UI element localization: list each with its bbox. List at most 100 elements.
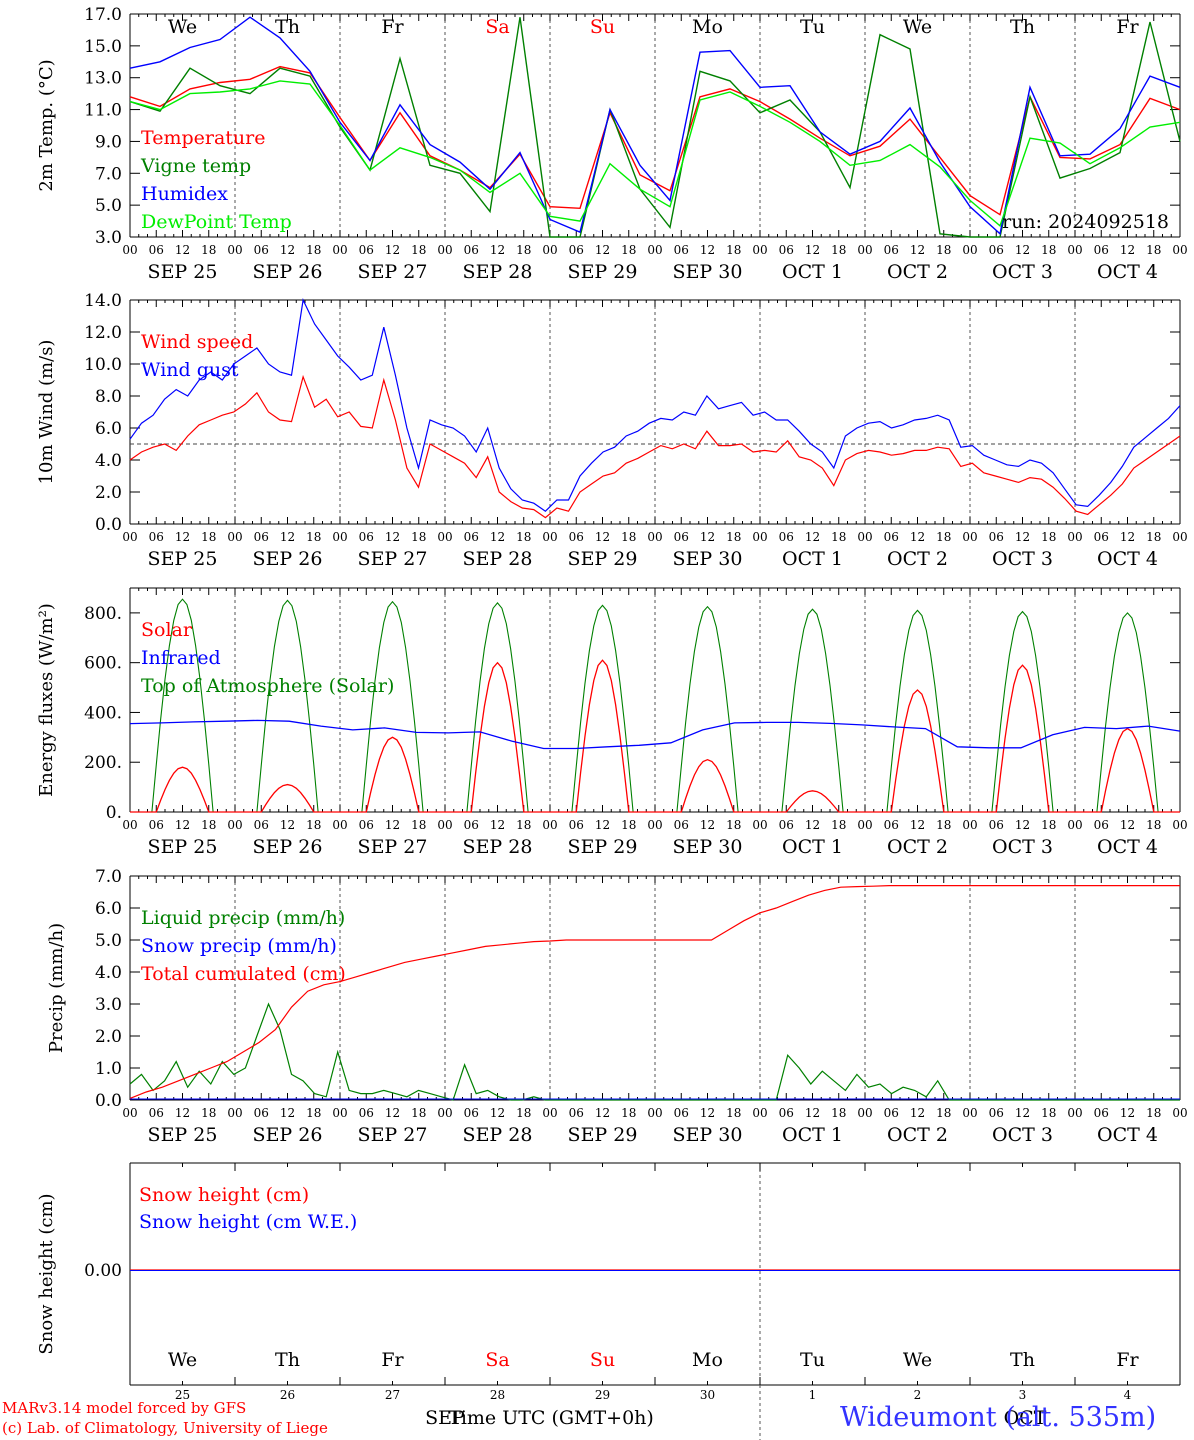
precip-panel-hour-tick-label: 00 bbox=[752, 1106, 767, 1120]
temp-panel-date-label: OCT 3 bbox=[992, 261, 1053, 283]
energy-panel-hour-tick-label: 18 bbox=[1146, 818, 1161, 832]
wind-panel-hour-tick-label: 18 bbox=[411, 530, 426, 544]
snow-panel-day-name-label: Th bbox=[275, 1349, 300, 1371]
temp-panel-hour-tick-label: 06 bbox=[569, 243, 584, 257]
temp-panel-day-name-label: Su bbox=[590, 16, 615, 38]
wind-panel-hour-tick-label: 06 bbox=[359, 530, 374, 544]
energy-panel-hour-tick-label: 18 bbox=[306, 818, 321, 832]
wind-panel-y-tick-label: 2.0 bbox=[95, 483, 122, 503]
wind-panel-y-tick-label: 0.0 bbox=[95, 515, 122, 535]
temp-panel-legend-humidex: Humidex bbox=[141, 183, 228, 205]
solar-series bbox=[760, 790, 865, 813]
precip-panel-hour-tick-label: 12 bbox=[385, 1106, 400, 1120]
precip-panel-y-tick-label: 3.0 bbox=[95, 995, 122, 1015]
temp-panel-hour-tick-label: 18 bbox=[726, 243, 741, 257]
credit-line-1: MARv3.14 model forced by GFS bbox=[2, 1399, 247, 1417]
precip-panel-date-label: SEP 28 bbox=[463, 1124, 533, 1146]
precip-panel-hour-tick-label: 00 bbox=[332, 1106, 347, 1120]
precip-series-liquid-precip-mm-h- bbox=[129, 1002, 1180, 1101]
wind-panel-hour-tick-label: 12 bbox=[805, 530, 820, 544]
snow-panel-day-name-label: We bbox=[168, 1349, 197, 1371]
wind-panel-hour-tick-label: 18 bbox=[726, 530, 741, 544]
wind-panel-hour-tick-label: 18 bbox=[306, 530, 321, 544]
wind-panel-hour-tick-label: 18 bbox=[201, 530, 216, 544]
temp-panel-hour-tick-label: 00 bbox=[437, 243, 452, 257]
wind-panel-hour-tick-label: 06 bbox=[884, 530, 899, 544]
wind-panel-hour-tick-label: 00 bbox=[542, 530, 557, 544]
solar-series bbox=[235, 783, 340, 813]
temp-panel-hour-tick-label: 18 bbox=[306, 243, 321, 257]
energy-panel-hour-tick-label: 18 bbox=[1041, 818, 1056, 832]
temp-panel-hour-tick-label: 06 bbox=[1094, 243, 1109, 257]
energy-panel-hour-tick-label: 00 bbox=[122, 818, 137, 832]
snow-panel-day-number: 26 bbox=[280, 1388, 295, 1402]
credit-line-2: (c) Lab. of Climatology, University of L… bbox=[2, 1419, 328, 1437]
energy-panel-hour-tick-label: 06 bbox=[989, 818, 1004, 832]
precip-panel-hour-tick-label: 06 bbox=[464, 1106, 479, 1120]
wind-panel-hour-tick-label: 12 bbox=[385, 530, 400, 544]
energy-panel-hour-tick-label: 00 bbox=[437, 818, 452, 832]
energy-panel-hour-tick-label: 06 bbox=[359, 818, 374, 832]
energy-panel-hour-tick-label: 06 bbox=[569, 818, 584, 832]
snow-panel-legend-snow-height-cm: Snow height (cm) bbox=[139, 1184, 309, 1206]
temp-panel-day-name-label: Th bbox=[275, 16, 300, 38]
snow-panel-day-number: 3 bbox=[1019, 1388, 1027, 1402]
energy-panel-hour-tick-label: 00 bbox=[542, 818, 557, 832]
energy-panel-date-label: OCT 1 bbox=[782, 836, 843, 858]
temp-panel-y-tick-label: 15.0 bbox=[84, 37, 122, 57]
wind-panel-date-label: OCT 3 bbox=[992, 548, 1053, 570]
wind-panel-hour-tick-label: 00 bbox=[752, 530, 767, 544]
solar-series bbox=[445, 661, 550, 813]
temp-panel-hour-tick-label: 12 bbox=[280, 243, 295, 257]
energy-panel-y-tick-label: 800. bbox=[84, 604, 122, 624]
precip-panel-hour-tick-label: 00 bbox=[647, 1106, 662, 1120]
temp-panel-y-tick-label: 13.0 bbox=[84, 69, 122, 89]
wind-panel-hour-tick-label: 06 bbox=[779, 530, 794, 544]
energy-panel-date-label: OCT 2 bbox=[887, 836, 948, 858]
wind-panel-hour-tick-label: 12 bbox=[1120, 530, 1135, 544]
temp-panel-hour-tick-label: 18 bbox=[831, 243, 846, 257]
temp-panel-day-name-label: We bbox=[903, 16, 932, 38]
wind-panel-date-label: OCT 1 bbox=[782, 548, 843, 570]
energy-panel-date-label: OCT 4 bbox=[1097, 836, 1158, 858]
temp-panel-hour-tick-label: 06 bbox=[464, 243, 479, 257]
precip-panel-date-label: SEP 26 bbox=[253, 1124, 323, 1146]
wind-panel-date-label: SEP 27 bbox=[358, 548, 428, 570]
energy-panel-hour-tick-label: 00 bbox=[332, 818, 347, 832]
precip-panel-hour-tick-label: 18 bbox=[621, 1106, 636, 1120]
wind-panel-y-tick-label: 12.0 bbox=[84, 323, 122, 343]
month-label-oct: OCT bbox=[1004, 1407, 1047, 1429]
precip-panel-legend-liquid-precip-mm-h: Liquid precip (mm/h) bbox=[141, 907, 345, 929]
temp-panel-hour-tick-label: 06 bbox=[674, 243, 689, 257]
energy-panel-date-label: SEP 30 bbox=[673, 836, 743, 858]
station-label: Wideumont (alt. 535m) bbox=[840, 1402, 1157, 1433]
wind-panel-hour-tick-label: 18 bbox=[516, 530, 531, 544]
temp-panel-hour-tick-label: 12 bbox=[385, 243, 400, 257]
snow-panel-y-tick-label: 0.00 bbox=[84, 1261, 122, 1281]
energy-panel-hour-tick-label: 18 bbox=[516, 818, 531, 832]
toa-solar-series bbox=[340, 600, 445, 813]
wind-panel-date-label: SEP 25 bbox=[148, 548, 218, 570]
wind-panel-hour-tick-label: 06 bbox=[569, 530, 584, 544]
wind-panel-y-axis-label: 10m Wind (m/s) bbox=[36, 340, 57, 485]
temp-panel-date-label: SEP 26 bbox=[253, 261, 323, 283]
precip-panel-hour-tick-label: 18 bbox=[201, 1106, 216, 1120]
temp-panel-hour-tick-label: 12 bbox=[490, 243, 505, 257]
precip-panel-hour-tick-label: 18 bbox=[411, 1106, 426, 1120]
snow-panel-day-number: 27 bbox=[385, 1388, 400, 1402]
wind-panel-hour-tick-label: 06 bbox=[149, 530, 164, 544]
precip-panel-hour-tick-label: 06 bbox=[989, 1106, 1004, 1120]
energy-panel-date-label: SEP 28 bbox=[463, 836, 533, 858]
energy-panel-date-label: SEP 27 bbox=[358, 836, 428, 858]
temp-panel-legend-dewpoint-temp: DewPoint Temp bbox=[141, 211, 292, 233]
snow-panel-day-number: 4 bbox=[1124, 1388, 1132, 1402]
temp-panel-day-name-label: Sa bbox=[485, 16, 509, 38]
precip-panel-hour-tick-label: 06 bbox=[359, 1106, 374, 1120]
energy-panel-hour-tick-label: 12 bbox=[910, 818, 925, 832]
precip-panel-hour-tick-label: 00 bbox=[542, 1106, 557, 1120]
solar-series bbox=[550, 659, 655, 813]
energy-panel-hour-tick-label: 00 bbox=[1067, 818, 1082, 832]
wind-panel-hour-tick-label: 12 bbox=[595, 530, 610, 544]
snow-panel-day-name-label: We bbox=[903, 1349, 932, 1371]
precip-panel-date-label: SEP 25 bbox=[148, 1124, 218, 1146]
